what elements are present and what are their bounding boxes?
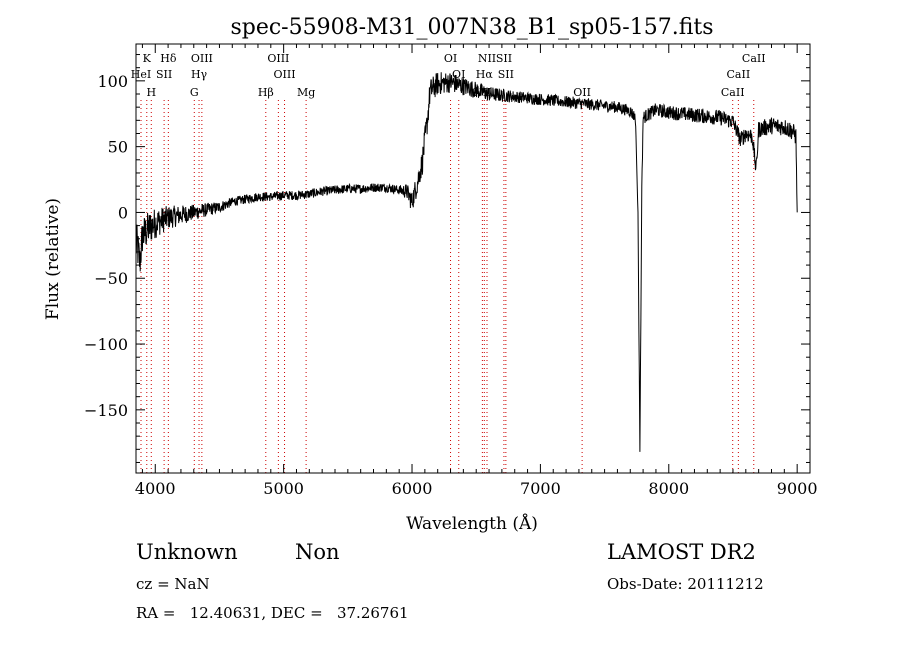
marker-label-CaII: CaII: [721, 86, 745, 99]
redshift-text: cz = NaN: [136, 575, 210, 593]
y-tick-label: 0: [118, 203, 128, 222]
y-axis-label: Flux (relative): [43, 198, 63, 320]
marker-label-SII: SII: [156, 68, 172, 81]
marker-label-CaII: CaII: [742, 52, 766, 65]
marker-label-OII: OII: [573, 86, 591, 99]
y-tick-label: 100: [97, 72, 128, 91]
chart-title: spec-55908-M31_007N38_B1_sp05-157.fits: [230, 15, 713, 40]
marker-label-K: K: [143, 52, 152, 65]
marker-label-OIII: OIII: [274, 68, 296, 81]
marker-label-NII: NII: [478, 52, 496, 65]
y-tick-label: −150: [84, 401, 128, 420]
marker-label-G: G: [190, 86, 199, 99]
marker-label-HeI: HeI: [131, 68, 151, 81]
y-tick-label: −100: [84, 335, 128, 354]
marker-label-OIII: OIII: [267, 52, 289, 65]
class-label: Unknown: [136, 540, 238, 564]
marker-label-SII: SII: [498, 68, 514, 81]
x-tick-label-6000: 6000: [392, 479, 433, 498]
plot-frame: [135, 43, 811, 474]
y-tick-label: 50: [108, 138, 128, 157]
x-tick-label-4000: 4000: [135, 479, 176, 498]
x-axis: 4000 5000 6000 7000 8000 9000: [135, 44, 818, 498]
x-tick-label-5000: 5000: [263, 479, 304, 498]
marker-label-Mg: Mg: [297, 86, 315, 99]
marker-label-OIII: OIII: [191, 52, 213, 65]
marker-label-H: H: [146, 86, 156, 99]
marker-label-OI: OI: [444, 52, 457, 65]
x-axis-label: Wavelength (Å): [406, 513, 538, 534]
spectrum-line: [135, 72, 798, 452]
marker-label-Hδ: Hδ: [160, 52, 177, 65]
x-tick-label-7000: 7000: [520, 479, 561, 498]
y-tick-label: −50: [94, 269, 128, 288]
coordinates-text: RA = 12.40631, DEC = 37.26761: [136, 604, 409, 622]
subclass-label: Non: [295, 540, 340, 564]
x-tick-label-8000: 8000: [648, 479, 689, 498]
x-tick-label-9000: 9000: [777, 479, 818, 498]
observation-date: Obs-Date: 20111212: [607, 575, 764, 593]
marker-label-CaII: CaII: [727, 68, 751, 81]
marker-label-Hγ: Hγ: [191, 68, 208, 81]
marker-label-Hβ: Hβ: [258, 86, 274, 99]
marker-label-SII: SII: [496, 52, 512, 65]
marker-label-Hα: Hα: [476, 68, 494, 81]
survey-label: LAMOST DR2: [607, 540, 756, 564]
y-axis: −150 −100 −50 0 50 100: [84, 54, 810, 463]
